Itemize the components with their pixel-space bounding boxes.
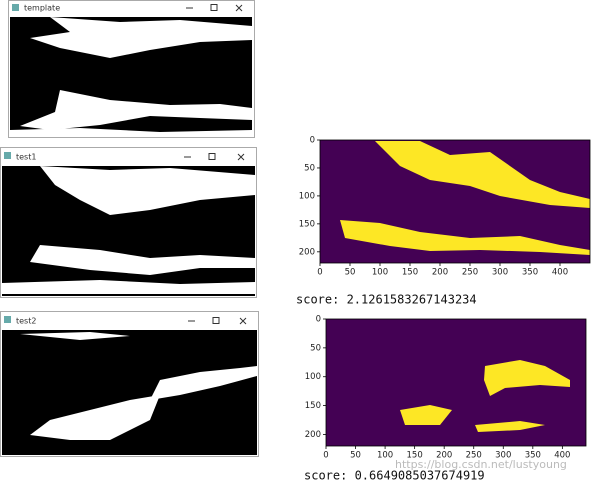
heatmap [326,319,586,446]
window-title: template [24,4,60,13]
image-region [30,245,255,275]
x-tick-label: 350 [522,268,538,278]
y-tick-label: 50 [310,343,321,353]
y-tick-label: 150 [305,401,321,411]
x-tick-label: 50 [345,268,356,278]
maximize-button[interactable] [208,153,216,160]
image-region [10,128,252,135]
axes-frame [319,139,591,264]
x-tick-label: 0 [323,451,328,461]
x-tick-label: 200 [432,268,448,278]
x-tick-label: 300 [495,451,511,461]
image-region [20,90,252,130]
image-region [150,366,257,400]
axes-frame [325,318,587,447]
image-region [30,395,160,440]
y-tick-label: 150 [299,219,315,229]
x-tick-label: 350 [525,451,541,461]
x-tick-label: 300 [492,268,508,278]
x-tick-label: 200 [436,451,452,461]
watermark: https://blog.csdn.net/lustyoung [395,458,567,471]
score-text: score: 0.6649085037674919 [304,469,485,483]
image-region [2,280,255,294]
window-title: test1 [16,153,36,162]
y-tick-label: 50 [304,163,315,173]
x-tick-label: 50 [350,451,361,461]
heatmap-region [475,421,545,432]
heatmap [320,140,590,263]
x-tick-label: 100 [377,451,393,461]
close-button[interactable] [239,317,247,325]
close-button[interactable] [237,153,245,161]
window-icon [4,316,11,323]
x-tick-label: 400 [552,268,568,278]
x-tick-label: 250 [466,451,482,461]
heatmap-region [400,405,452,425]
maximize-button[interactable] [212,317,220,324]
close-button[interactable] [235,4,243,12]
x-tick-label: 100 [372,268,388,278]
x-tick-label: 250 [462,268,478,278]
x-tick-label: 150 [407,451,423,461]
heatmap-region [375,141,590,208]
window-test2: test2 [0,311,259,457]
heatmap-region [484,360,570,396]
maximize-button[interactable] [210,4,218,11]
x-tick-label: 150 [402,268,418,278]
y-tick-label: 100 [299,191,315,201]
window-test1: test1 [0,147,257,298]
x-tick-label: 400 [554,451,570,461]
image-region [40,166,255,215]
image-region [20,332,130,340]
score-text: score: 2.1261583267143234 [296,293,477,307]
y-tick-label: 200 [299,247,315,257]
window-icon [4,152,11,159]
y-tick-label: 0 [310,136,315,146]
heatmap-region [340,220,590,255]
y-tick-label: 100 [305,372,321,382]
x-tick-label: 0 [317,268,322,278]
window-title: test2 [16,317,36,326]
window-template: template [8,0,255,138]
y-tick-label: 0 [316,315,321,325]
window-icon [12,4,19,11]
image-region [30,17,252,58]
y-tick-label: 200 [305,430,321,440]
